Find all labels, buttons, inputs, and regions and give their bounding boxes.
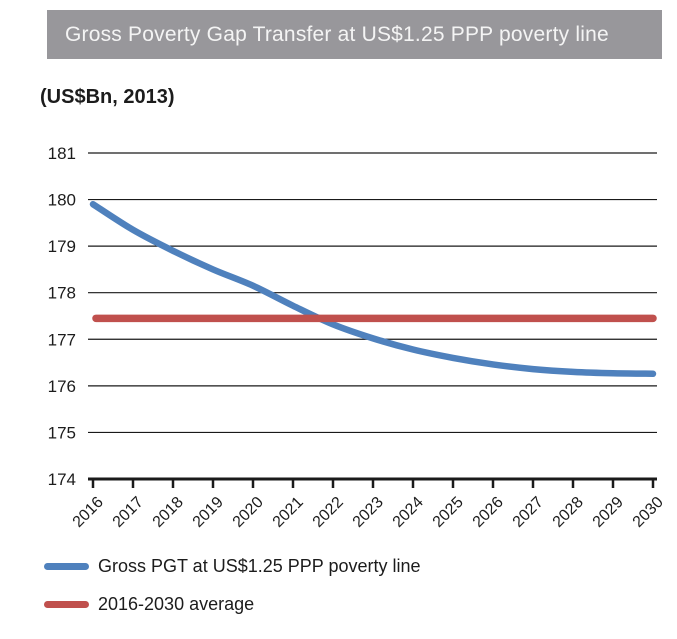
x-tick-label: 2020 [230,494,267,531]
y-tick-label: 179 [48,237,76,256]
y-tick-label: 174 [48,470,76,489]
x-tick-label: 2027 [510,494,547,531]
x-tick-label: 2024 [390,494,427,531]
x-tick-label: 2026 [470,494,507,531]
chart-legend: Gross PGT at US$1.25 PPP poverty line 20… [44,553,421,629]
chart-title-bar: Gross Poverty Gap Transfer at US$1.25 PP… [47,10,662,59]
y-tick-label: 181 [48,144,76,163]
y-tick-label: 178 [48,284,76,303]
x-tick-label: 2019 [190,494,227,531]
x-tick-label: 2017 [110,494,147,531]
x-tick-label: 2029 [590,494,627,531]
y-tick-label: 176 [48,377,76,396]
x-tick-label: 2023 [350,494,387,531]
y-tick-label: 180 [48,191,76,210]
chart-title: Gross Poverty Gap Transfer at US$1.25 PP… [65,22,609,46]
legend-swatch-pgt-line [44,562,89,570]
y-tick-label: 175 [48,423,76,442]
legend-item-average: 2016-2030 average [44,591,421,617]
x-tick-label: 2028 [550,494,587,531]
y-tick-label: 177 [48,330,76,349]
x-tick-label: 2025 [430,494,467,531]
legend-label-gross-pgt: Gross PGT at US$1.25 PPP poverty line [98,555,421,576]
line-chart: 181 180 179 178 177 176 175 174 2016 2017 2018 2019… [0,130,677,542]
chart-units-label: (US$Bn, 2013) [40,86,175,108]
x-tick-label: 2021 [270,494,307,531]
pgt-line [89,200,657,377]
x-tick-label: 2030 [630,494,667,531]
legend-swatch-average-line [44,600,89,608]
legend-item-gross-pgt: Gross PGT at US$1.25 PPP poverty line [44,553,421,579]
x-tick-label: 2022 [310,494,347,531]
legend-label-average: 2016-2030 average [98,593,255,614]
line-chart-svg: 181 180 179 178 177 176 175 174 2016 2017 2018 2019… [48,144,667,531]
x-tick-label: 2018 [150,494,187,531]
x-tick-label: 2016 [70,494,107,531]
